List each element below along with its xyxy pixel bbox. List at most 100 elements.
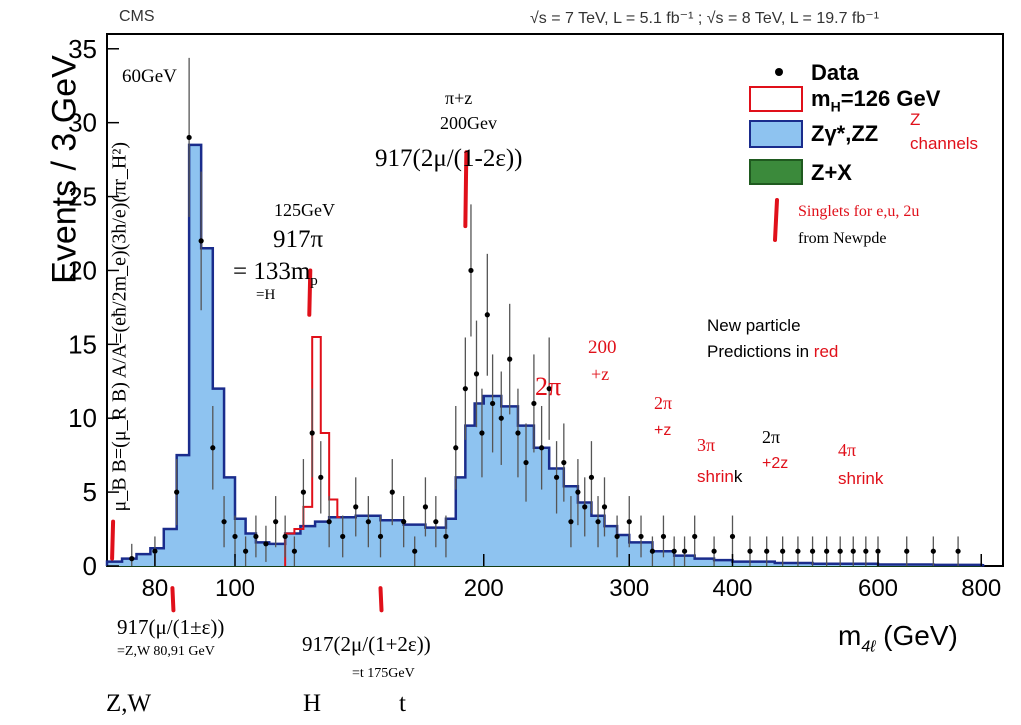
annotation-eq-t: =t 175GeV [352, 666, 415, 681]
annotation-917-mu-1pm: 917(μ/(1±ε)) [117, 615, 225, 639]
data-point [443, 533, 449, 540]
data-point [863, 548, 869, 554]
data-point [711, 548, 717, 554]
data-point [561, 459, 567, 466]
data-point [575, 489, 581, 495]
data-point [729, 533, 736, 540]
legend-zx-label: Z+X [811, 160, 852, 185]
data-point [353, 504, 359, 510]
data-point [210, 445, 216, 451]
data-point [824, 548, 830, 554]
annotation-channels: channels [910, 134, 979, 153]
x-tick-label: 600 [858, 575, 898, 602]
y-tick-label: 30 [68, 108, 97, 138]
annotation-60gev: 60GeV [122, 66, 177, 87]
bottom-label-zw: Z,W [106, 690, 152, 717]
legend-mh-swatch [749, 86, 803, 112]
y-tick-label: 5 [83, 477, 97, 507]
y-tick-label: 10 [68, 403, 97, 433]
legend-data-marker [775, 68, 783, 76]
annotation-3pi: 3π [697, 435, 716, 455]
data-point [568, 519, 574, 525]
x-tick-label: 80 [142, 575, 169, 602]
x-tick-label: 800 [961, 575, 1001, 602]
data-point [498, 415, 504, 421]
data-point [152, 548, 158, 554]
data-point [681, 548, 688, 554]
annotation-917-2mu: 917(2μ/(1-2ε)) [375, 145, 523, 172]
legend-data-label: Data [811, 60, 859, 85]
y-tick-label: 25 [68, 182, 97, 212]
data-point [326, 519, 332, 525]
annotation-shrink-3pi: shrink [697, 467, 743, 486]
data-point [507, 356, 513, 362]
annotation-200gev: 200Gev [440, 113, 497, 133]
data-point [692, 533, 698, 540]
data-point [638, 533, 644, 540]
data-point [553, 474, 560, 480]
x-tick-label: 300 [609, 575, 649, 602]
mu-formula: μ_B B=(μ_R B) A/A=(eħ/2m_e)(3h/e)(πr_H²) [108, 142, 131, 512]
data-point [453, 445, 459, 451]
data-point [875, 548, 881, 554]
data-point [582, 504, 588, 510]
data-point [300, 489, 307, 495]
annotation-4pi: 4π [838, 440, 857, 460]
singlet-mark [307, 268, 313, 317]
annotation-new-particle: New particle [707, 316, 801, 335]
x-axis-label: m4ℓ (GeV) [838, 620, 958, 656]
data-point [546, 386, 552, 392]
data-point [601, 504, 608, 510]
data-point [340, 533, 346, 540]
data-point [660, 533, 667, 540]
x-tick-label: 100 [215, 575, 255, 602]
data-point [588, 474, 595, 480]
bottom-label-t: t [399, 690, 406, 717]
legend-mh-label: mH=126 GeV [811, 86, 941, 115]
annotation-125gev: 125GeV [274, 200, 335, 220]
legend-zx-swatch [749, 159, 803, 185]
data-point [473, 371, 480, 377]
data-point [273, 519, 279, 525]
annotation-z: Z [910, 110, 921, 129]
annotation-133mp: = 133mp [233, 258, 318, 289]
y-axis-label: Events / 3 GeV [45, 55, 84, 284]
experiment-label: CMS [119, 8, 155, 25]
legend-zz-label: Zγ*,ZZ [811, 121, 879, 146]
data-point [174, 489, 180, 495]
data-point [377, 533, 384, 540]
data-point [309, 430, 315, 436]
bottom-label-h: H [303, 690, 322, 717]
x-tick-label: 200 [464, 575, 504, 602]
data-point [809, 548, 816, 554]
data-point [484, 312, 490, 318]
annotation-pi-z: π+z [445, 88, 473, 108]
data-point [595, 519, 601, 525]
energy-info: √s = 7 TeV, L = 5.1 fb⁻¹ ; √s = 8 TeV, L… [530, 10, 880, 27]
data-point [747, 548, 753, 554]
singlet-mark [378, 586, 384, 613]
annotation-2pi-b: 2π [654, 393, 673, 413]
data-point [282, 533, 288, 540]
annotation-from-newpde: from Newpde [798, 230, 887, 247]
y-tick-label: 0 [83, 551, 97, 581]
data-point [626, 519, 632, 525]
data-point [955, 548, 961, 554]
data-point [531, 400, 537, 407]
data-point [930, 548, 936, 554]
data-point [422, 504, 429, 510]
data-point [764, 548, 770, 554]
data-point [389, 489, 395, 495]
zz-fill [107, 144, 985, 567]
annotation-eq-h: =H [256, 287, 276, 303]
data-point [468, 267, 474, 274]
data-point [614, 533, 620, 540]
annotation-singlets: Singlets for e,u, 2u [798, 203, 920, 220]
data-point [318, 474, 324, 480]
data-point [649, 548, 656, 554]
singlet-mark [463, 150, 469, 229]
data-point [186, 134, 192, 141]
data-point [433, 519, 439, 525]
data-point [365, 519, 371, 525]
annotation-plus-z-b: +z [654, 422, 672, 439]
